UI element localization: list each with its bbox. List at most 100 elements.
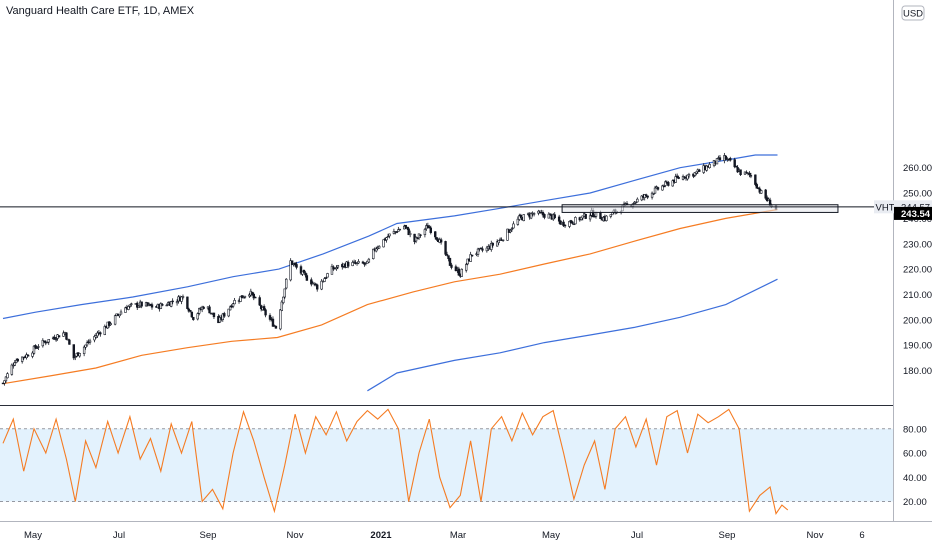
candle-body [718, 157, 722, 161]
time-tick-label: 6 [859, 530, 864, 541]
candle [662, 184, 666, 188]
candle-body [99, 332, 102, 335]
candle-body [3, 380, 6, 384]
candle [715, 158, 719, 165]
candle [512, 221, 515, 229]
candle [385, 236, 388, 243]
candle-body [150, 304, 154, 308]
candle [646, 195, 649, 200]
candle-body [65, 332, 68, 340]
candle [479, 247, 483, 250]
candle-body [53, 336, 56, 340]
candle [202, 305, 205, 310]
candle-body [760, 190, 763, 194]
candle [159, 302, 163, 309]
candle-body [661, 185, 664, 191]
candle [457, 266, 461, 276]
candle [136, 301, 139, 311]
candle-body [302, 269, 306, 273]
candle-body [31, 352, 34, 357]
candle-body [192, 316, 195, 320]
candle-body [715, 158, 719, 165]
candle [299, 264, 303, 276]
candle-body [295, 264, 298, 268]
candle [416, 237, 419, 240]
candle-body [26, 354, 30, 357]
candle-body [336, 264, 340, 268]
candle [109, 321, 112, 326]
oscillator-pane [0, 408, 893, 515]
candle [335, 265, 338, 271]
candle [221, 312, 225, 322]
candle-body [254, 296, 257, 299]
symbol-tag-label: VHT [876, 202, 895, 213]
candle [54, 337, 58, 342]
candle [674, 173, 677, 183]
candle-body [326, 273, 329, 278]
candle-body [599, 212, 602, 219]
price-tick-label: 230.00 [903, 239, 932, 250]
candle [88, 338, 92, 345]
candle-body [37, 346, 40, 348]
candle-body [124, 307, 127, 313]
candle-body [640, 195, 643, 201]
last-price-background [894, 206, 932, 220]
candle [264, 308, 267, 318]
currency-button[interactable]: USD [901, 5, 925, 21]
candle [74, 355, 77, 361]
candle-body [119, 311, 123, 315]
candle [705, 164, 708, 172]
candle [6, 372, 9, 379]
candle [62, 330, 65, 337]
candle [367, 257, 371, 263]
candle-body [251, 291, 254, 296]
candle [634, 201, 638, 205]
candle-body [316, 284, 319, 290]
candle-body [242, 296, 245, 299]
candle [755, 182, 759, 189]
overlay-line-0 [2, 154, 778, 320]
candle [695, 171, 698, 176]
candle [4, 376, 8, 384]
candle [509, 228, 512, 234]
candle [386, 233, 390, 238]
time-axis[interactable]: May Jul Sep Nov 2021 Mar May Jul Sep Nov 6 [24, 530, 865, 541]
candle-body [671, 180, 674, 187]
candle [282, 296, 285, 305]
time-tick-label: Mar [450, 530, 466, 541]
candle [584, 213, 587, 220]
candle-body [662, 185, 666, 188]
candle-body [252, 293, 255, 299]
candle-body [196, 313, 199, 320]
candle [454, 264, 458, 272]
candle-body [444, 241, 447, 255]
candle [336, 264, 340, 270]
candle-body [495, 241, 499, 247]
candle-body [74, 356, 77, 358]
candle [128, 304, 132, 309]
price-tick-label: 260.00 [903, 163, 932, 174]
candle [518, 213, 521, 222]
candle-body [736, 167, 739, 173]
candle-body [268, 315, 272, 320]
candle [636, 197, 639, 203]
currency-label: USD [903, 9, 923, 20]
candle [429, 225, 433, 235]
candle [372, 248, 375, 260]
time-tick-label: May [24, 530, 42, 541]
candle-body [128, 304, 132, 307]
candle-body [584, 213, 587, 219]
candle-body [93, 336, 96, 341]
candle-body [323, 278, 326, 282]
candle-body [414, 236, 418, 242]
candle [165, 303, 168, 307]
candle [192, 316, 195, 321]
candle-body [395, 231, 399, 233]
candle [171, 298, 174, 305]
candle-body [41, 339, 45, 347]
candle [404, 224, 407, 230]
candle [84, 344, 87, 350]
candle [13, 360, 17, 366]
candle-body [140, 301, 143, 307]
